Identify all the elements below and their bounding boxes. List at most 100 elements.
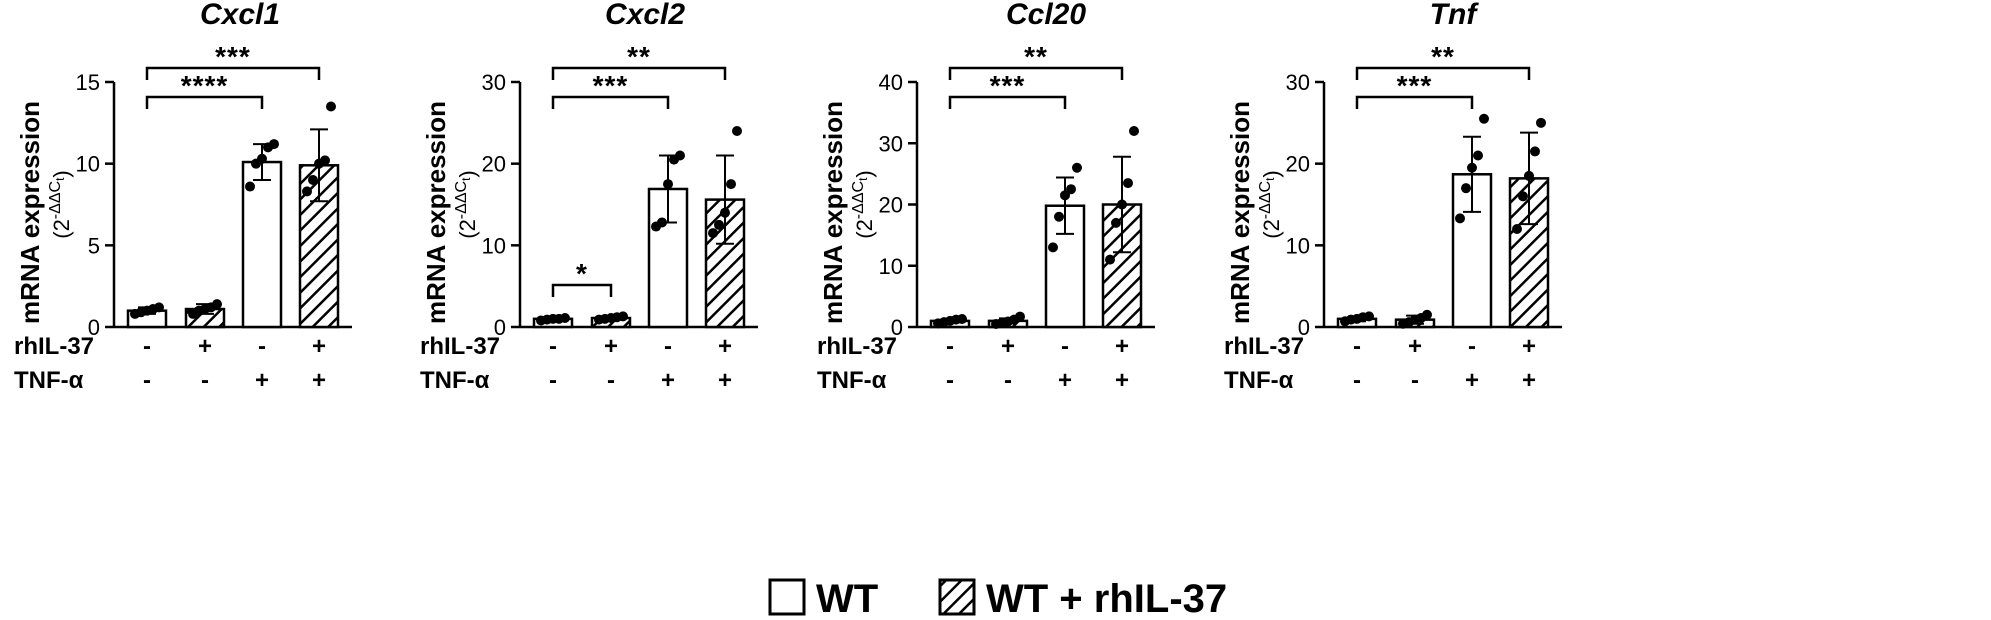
y-tick-label: 10	[482, 233, 506, 258]
data-point	[714, 219, 724, 230]
row-label-rhil37: rhIL-37	[14, 333, 94, 360]
data-point	[154, 302, 164, 313]
data-point	[1479, 113, 1489, 124]
y-axis-label: mRNA expression	[15, 101, 45, 324]
legend-item-wt: WT	[768, 577, 878, 620]
y-tick-label: 0	[494, 315, 506, 340]
tnfa-sign: -	[1004, 367, 1012, 394]
significance-bracket: ***	[551, 70, 670, 109]
rhil37-sign: +	[1408, 333, 1422, 360]
y-tick-label: 0	[88, 315, 100, 340]
y-tick-label: 40	[879, 70, 903, 95]
bracket-line	[145, 66, 321, 80]
legend-label: WT + rhIL-37	[986, 577, 1227, 620]
panel-cxcl2: Cxcl2 mRNA expression (2-ΔΔCt) 0 10 20 30 - - + - -…	[420, 0, 758, 394]
bracket-line	[551, 283, 613, 297]
rhil37-sign: -	[1468, 333, 1476, 360]
y-axis-label: mRNA expression	[1225, 101, 1255, 324]
tnfa-sign: +	[255, 367, 269, 394]
legend-swatch	[768, 578, 806, 616]
panel-title: Cxcl1	[200, 0, 280, 31]
data-point	[957, 314, 967, 325]
rhil37-sign: -	[258, 333, 266, 360]
significance-label: ****	[181, 70, 229, 101]
legend-swatch	[938, 578, 976, 616]
data-point	[269, 139, 279, 150]
data-point	[1530, 146, 1540, 157]
bracket-line	[948, 66, 1124, 80]
data-point	[1422, 309, 1432, 320]
data-point	[560, 313, 570, 324]
data-point	[1129, 126, 1139, 136]
rhil37-sign: -	[1061, 333, 1069, 360]
y-tick-label: 5	[88, 233, 100, 258]
data-point	[708, 228, 718, 239]
row-label-tnfa: TNF-α	[14, 367, 84, 394]
data-point	[1518, 191, 1528, 202]
y-tick-label: 30	[879, 131, 903, 156]
row-label-rhil37: rhIL-37	[420, 333, 500, 360]
data-point	[618, 311, 628, 322]
significance-bracket: ****	[145, 70, 264, 109]
significance-bracket: ***	[145, 41, 321, 80]
y-tick-label: 20	[482, 152, 506, 177]
significance-label: ***	[1397, 70, 1433, 101]
data-point	[657, 217, 667, 228]
data-point	[720, 207, 730, 218]
data-point	[1048, 242, 1058, 253]
panel-title: Cxcl2	[605, 0, 685, 31]
y-axis-unit: (2-ΔΔCt)	[1257, 170, 1284, 239]
data-point	[1060, 190, 1070, 201]
bar-+/+	[1101, 203, 1143, 329]
rhil37-sign: +	[718, 333, 732, 360]
row-label-tnfa: TNF-α	[420, 367, 490, 394]
y-tick-label: 20	[1286, 152, 1310, 177]
legend: WT WT + rhIL-37	[768, 577, 1227, 620]
rhil37-sign: -	[549, 333, 557, 360]
tnfa-sign: -	[1411, 367, 1419, 394]
bracket-line	[551, 95, 670, 109]
data-point	[1117, 199, 1127, 210]
significance-label: ***	[990, 70, 1026, 101]
data-point	[1015, 311, 1025, 322]
rhil37-sign: +	[1522, 333, 1536, 360]
tnfa-sign: +	[1115, 367, 1129, 394]
tnfa-sign: -	[946, 367, 954, 394]
rhil37-sign: -	[946, 333, 954, 360]
data-point	[1105, 254, 1115, 265]
rhil37-sign: -	[664, 333, 672, 360]
data-point	[302, 186, 312, 197]
row-label-tnfa: TNF-α	[1224, 367, 1294, 394]
y-tick-label: 0	[1298, 315, 1310, 340]
panel-title: Tnf	[1430, 0, 1480, 31]
rhil37-sign: +	[604, 333, 618, 360]
data-point	[1364, 311, 1374, 322]
significance-label: ***	[593, 70, 629, 101]
data-point	[1123, 178, 1133, 189]
data-point	[1066, 184, 1076, 195]
data-point	[257, 153, 267, 164]
panel-tnf: Tnf mRNA expression (2-ΔΔCt) 0 10 20 30 - - + - - + +…	[1224, 0, 1562, 394]
data-point	[1455, 213, 1465, 224]
data-point	[1473, 150, 1483, 161]
y-tick-label: 30	[482, 70, 506, 95]
data-point	[726, 179, 736, 190]
y-tick-label: 10	[879, 254, 903, 279]
data-point	[1536, 117, 1546, 128]
data-point	[732, 126, 742, 136]
y-tick-label: 15	[76, 70, 100, 95]
significance-bracket: **	[1355, 41, 1531, 80]
significance-label: *	[576, 258, 588, 289]
panel-title: Ccl20	[1006, 0, 1086, 31]
rhil37-sign: +	[1115, 333, 1129, 360]
tnfa-sign: -	[1353, 367, 1361, 394]
data-point	[1054, 211, 1064, 222]
tnfa-sign: +	[1465, 367, 1479, 394]
y-tick-label: 10	[1286, 233, 1310, 258]
data-point	[1111, 217, 1121, 228]
significance-label: **	[1024, 41, 1048, 72]
bracket-line	[551, 66, 727, 80]
y-axis-label: mRNA expression	[818, 101, 848, 324]
y-axis-unit: (2-ΔΔCt)	[453, 170, 480, 239]
